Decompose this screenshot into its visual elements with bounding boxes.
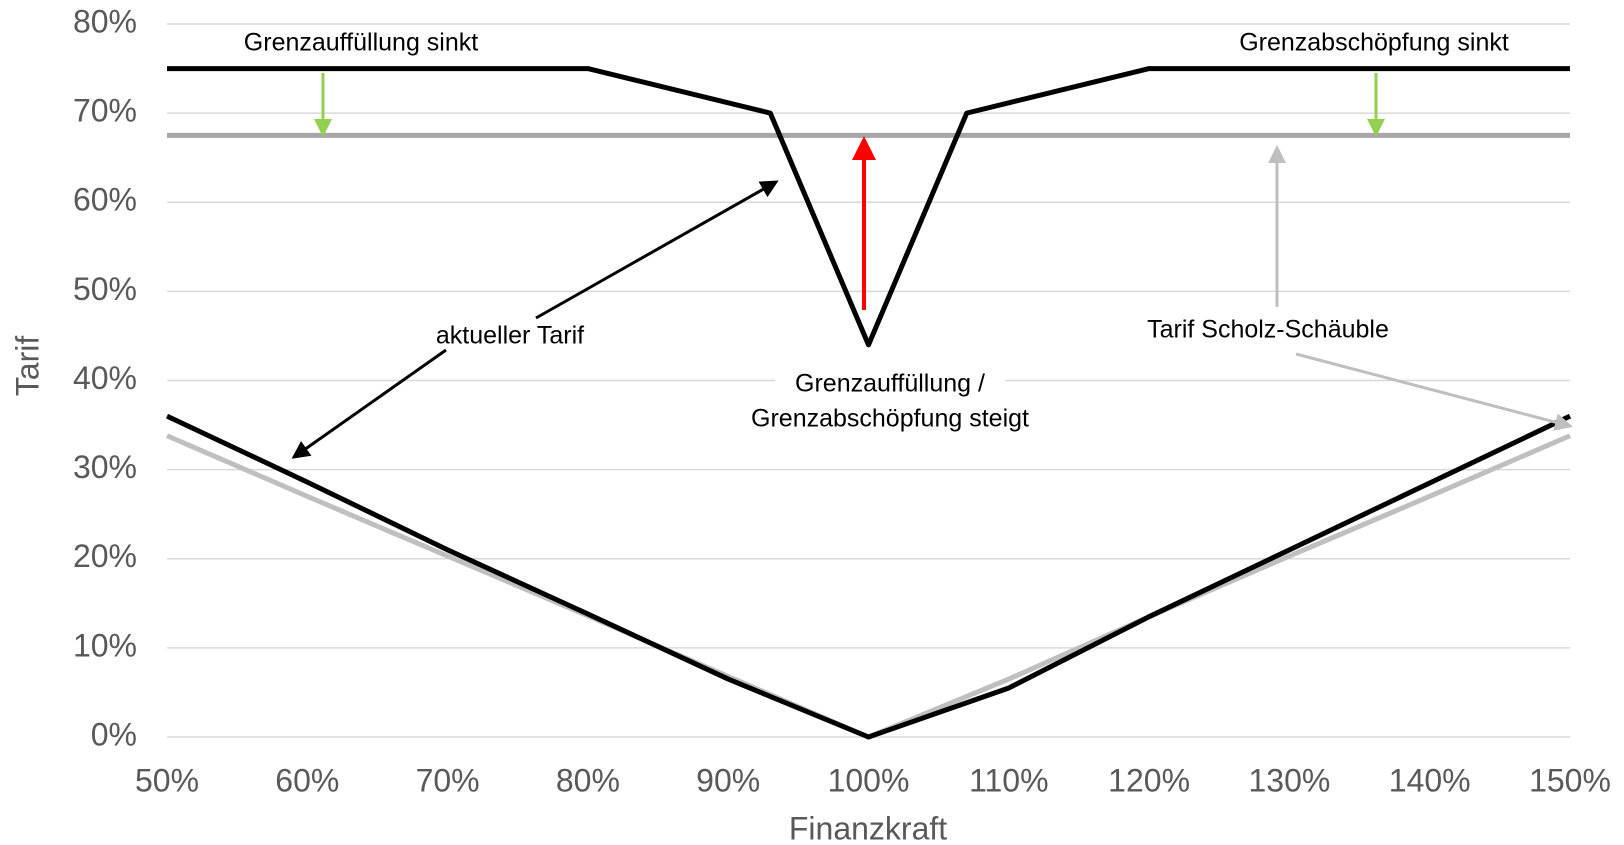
x-tick-label: 70% [416,762,480,798]
y-tick-label: 0% [91,716,137,752]
x-tick-label: 50% [135,762,199,798]
x-tick-label: 150% [1529,762,1611,798]
y-tick-label: 40% [73,360,137,396]
x-tick-label: 80% [556,762,620,798]
y-tick-label: 20% [73,538,137,574]
annotation: Grenzabschöpfung steigt [751,405,1029,433]
arrow [1295,352,1573,431]
annotation: aktueller Tarif [436,322,584,350]
label-bg [775,367,1005,439]
annotation: Grenzabschöpfung sinkt [1239,29,1509,57]
y-tick-label: 10% [73,627,137,663]
x-tick-label: 60% [275,762,339,798]
series-line [165,413,1572,740]
y-tick-label: 70% [73,93,137,129]
lines [165,66,1572,740]
arrows [291,73,1573,459]
annotation: Grenzauffüllung / [795,370,985,398]
x-tick-label: 100% [828,762,910,798]
x-tick-label: 120% [1108,762,1190,798]
y-tick-label: 30% [73,449,137,485]
y-tick-label: 80% [73,3,137,39]
annotation: Tarif Scholz-Schäuble [1147,316,1389,344]
arrow [535,180,779,320]
x-tick-label: 90% [696,762,760,798]
x-tick-label: 110% [969,762,1048,798]
series-line [166,433,1571,740]
y-tick-label: 60% [73,182,137,218]
annotation: Grenzauffüllung sinkt [244,29,478,57]
series-line [167,66,1570,348]
y-axis-title: Tarif [9,336,45,397]
arrow [291,348,447,459]
x-tick-label: 140% [1389,762,1471,798]
y-tick-label: 50% [73,271,137,307]
x-tick-label: 130% [1248,762,1330,798]
x-axis-title: Finanzkraft [789,810,947,845]
